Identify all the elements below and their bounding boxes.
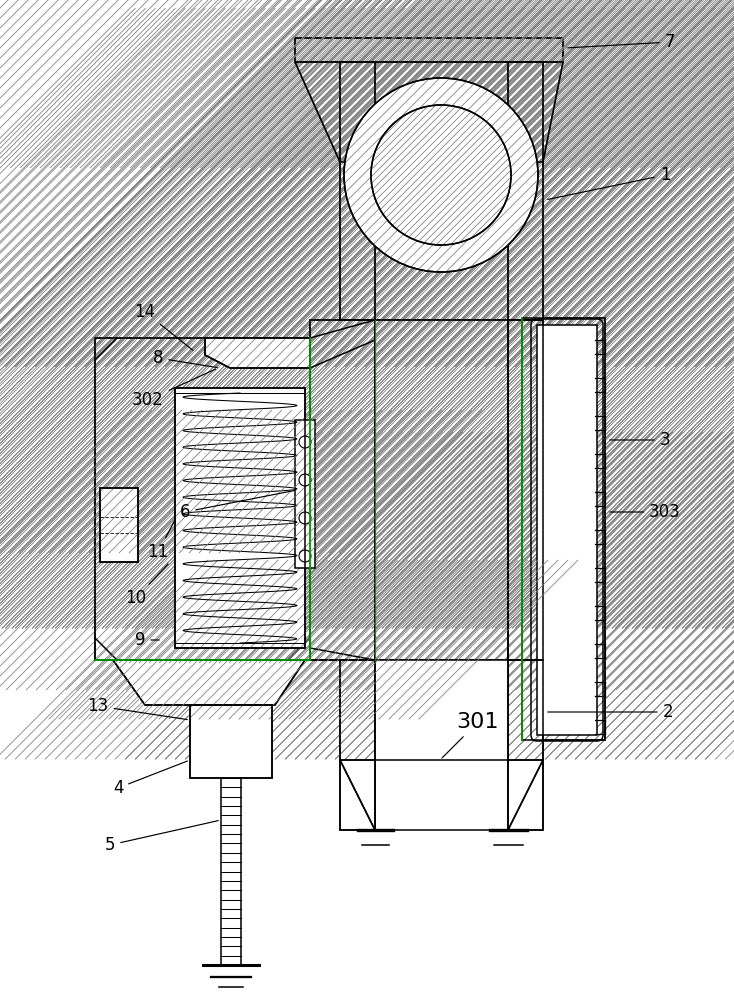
Polygon shape xyxy=(508,760,543,830)
Text: 9: 9 xyxy=(135,631,159,649)
Bar xyxy=(508,660,543,830)
Text: 1: 1 xyxy=(548,166,670,199)
Bar xyxy=(340,660,375,830)
Text: 11: 11 xyxy=(148,520,175,561)
Text: 13: 13 xyxy=(87,697,187,720)
Text: 6: 6 xyxy=(180,491,294,521)
Bar xyxy=(310,320,375,660)
Bar xyxy=(537,325,597,735)
Text: 14: 14 xyxy=(134,303,193,350)
Bar xyxy=(295,420,315,568)
Text: 8: 8 xyxy=(153,349,217,368)
Bar xyxy=(508,62,543,320)
Circle shape xyxy=(344,78,538,272)
Circle shape xyxy=(299,550,311,562)
Bar xyxy=(508,62,543,320)
Text: 302: 302 xyxy=(132,369,216,409)
Text: 2: 2 xyxy=(548,703,673,721)
Bar xyxy=(522,318,605,740)
Bar xyxy=(95,338,310,660)
Bar xyxy=(100,488,138,562)
Bar xyxy=(295,38,563,62)
Text: 5: 5 xyxy=(105,821,218,854)
Circle shape xyxy=(344,78,538,272)
Bar xyxy=(190,705,272,778)
Bar xyxy=(175,388,305,648)
Circle shape xyxy=(299,512,311,524)
Circle shape xyxy=(299,436,311,448)
Bar xyxy=(190,705,272,778)
Bar xyxy=(522,318,605,740)
Polygon shape xyxy=(113,660,305,705)
Bar xyxy=(100,488,138,562)
Circle shape xyxy=(299,474,311,486)
Bar xyxy=(508,660,543,830)
Bar xyxy=(340,62,375,320)
Bar xyxy=(375,320,508,660)
Bar xyxy=(340,660,375,830)
Text: 7: 7 xyxy=(568,33,675,51)
Text: 10: 10 xyxy=(126,564,168,607)
Polygon shape xyxy=(205,338,310,368)
Bar xyxy=(375,660,508,760)
Bar xyxy=(175,388,305,648)
Circle shape xyxy=(371,105,511,245)
Polygon shape xyxy=(295,62,563,162)
Bar xyxy=(295,38,563,62)
Text: 3: 3 xyxy=(610,431,670,449)
Bar xyxy=(340,62,375,320)
Text: 301: 301 xyxy=(442,712,499,758)
Bar xyxy=(375,320,508,660)
Bar xyxy=(95,338,310,660)
Bar xyxy=(375,320,508,660)
Circle shape xyxy=(371,105,511,245)
Bar xyxy=(508,320,543,660)
Text: 4: 4 xyxy=(113,761,187,797)
Text: 303: 303 xyxy=(610,503,681,521)
Polygon shape xyxy=(340,760,375,830)
Bar xyxy=(310,320,375,660)
Bar xyxy=(508,320,543,660)
